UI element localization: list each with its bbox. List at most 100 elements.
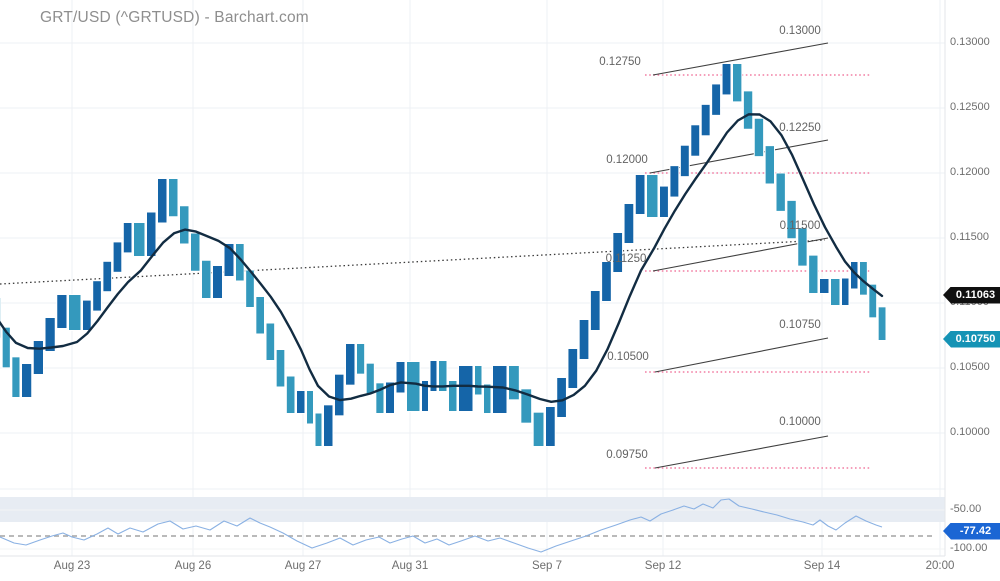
- up-brick: [323, 404, 334, 448]
- down-brick: [764, 145, 775, 185]
- price-badge: 0.11063: [943, 286, 1000, 304]
- down-brick: [314, 412, 323, 447]
- price-annotation: 0.11500: [779, 220, 821, 232]
- down-brick: [786, 199, 797, 240]
- down-brick: [742, 90, 754, 130]
- down-brick: [1, 326, 11, 369]
- price-badge: -77.42: [943, 522, 1000, 540]
- price-annotation: 0.11250: [605, 253, 647, 265]
- down-brick: [753, 117, 765, 158]
- up-brick: [334, 373, 345, 417]
- down-brick: [201, 259, 212, 299]
- up-brick: [395, 361, 406, 394]
- up-brick: [567, 348, 579, 389]
- oscillator-axis-label: -50.00: [950, 503, 982, 515]
- chart-title: GRT/USD (^GRTUSD) - Barchart.com: [40, 9, 309, 26]
- down-brick: [275, 349, 286, 388]
- down-brick: [168, 178, 179, 218]
- down-brick: [0, 297, 2, 339]
- down-brick: [375, 382, 385, 415]
- up-brick: [21, 363, 33, 398]
- up-brick: [556, 377, 567, 418]
- down-brick: [68, 294, 82, 331]
- price-annotation: 0.12750: [599, 56, 641, 68]
- up-brick: [679, 144, 690, 178]
- down-brick: [406, 361, 421, 412]
- price-annotation: 0.13000: [779, 25, 821, 37]
- up-brick: [157, 178, 168, 224]
- up-brick: [711, 83, 722, 116]
- channel-trendline: [654, 435, 829, 469]
- price-axis-label: 0.12000: [950, 166, 990, 178]
- up-brick: [669, 165, 680, 198]
- down-brick: [179, 205, 190, 245]
- up-brick: [429, 360, 438, 392]
- up-brick: [492, 365, 508, 414]
- up-brick: [841, 277, 850, 306]
- down-brick: [520, 388, 533, 424]
- date-label: Aug 27: [284, 560, 322, 572]
- down-brick: [830, 278, 841, 306]
- up-brick: [345, 343, 356, 386]
- up-brick: [212, 265, 223, 299]
- up-brick: [659, 185, 669, 218]
- up-brick: [56, 294, 68, 329]
- price-badge: 0.10750: [943, 330, 1000, 348]
- price-axis-label: 0.13000: [950, 36, 990, 48]
- oscillator-line: [0, 498, 883, 553]
- down-brick: [265, 322, 276, 361]
- up-brick: [112, 241, 123, 273]
- up-brick: [44, 317, 56, 352]
- price-annotation: 0.09750: [606, 449, 648, 461]
- up-brick: [690, 124, 701, 157]
- date-label: Aug 26: [174, 560, 212, 572]
- down-brick: [190, 232, 201, 272]
- up-brick: [623, 203, 635, 244]
- up-brick: [578, 319, 590, 360]
- up-brick: [589, 290, 601, 331]
- up-brick: [819, 278, 830, 294]
- price-annotation: 0.10500: [607, 351, 649, 363]
- down-brick: [306, 390, 314, 425]
- price-axis-label: 0.11500: [950, 231, 989, 243]
- channel-trendline: [654, 337, 829, 373]
- price-annotation: 0.10750: [779, 319, 821, 331]
- down-brick: [483, 383, 492, 414]
- down-brick: [474, 365, 483, 396]
- date-label: Sep 14: [803, 560, 841, 572]
- moving-average-line: [0, 113, 884, 403]
- down-brick: [133, 222, 146, 257]
- price-annotation: 0.12250: [779, 122, 821, 134]
- channel-trendline: [649, 139, 829, 174]
- dotted-trendline: [0, 239, 826, 285]
- down-brick: [775, 172, 786, 212]
- down-brick: [646, 174, 659, 218]
- up-brick: [634, 174, 646, 215]
- date-label: Sep 7: [531, 560, 563, 572]
- up-brick: [82, 299, 92, 332]
- up-brick: [545, 406, 556, 447]
- price-axis-label: 0.10000: [950, 426, 990, 438]
- price-axis-label: 0.10500: [950, 361, 990, 373]
- down-brick: [255, 296, 265, 335]
- up-brick: [385, 381, 395, 414]
- down-brick: [532, 411, 545, 447]
- up-brick: [122, 222, 133, 254]
- down-brick: [808, 254, 819, 294]
- channel-trendline: [652, 42, 829, 76]
- up-brick: [721, 63, 732, 96]
- down-brick: [285, 375, 296, 414]
- down-brick: [797, 227, 808, 267]
- down-brick: [356, 343, 366, 375]
- date-label: Sep 12: [644, 560, 682, 572]
- down-brick: [732, 63, 743, 103]
- down-brick: [11, 356, 21, 399]
- up-brick: [146, 211, 157, 257]
- down-brick: [868, 283, 878, 319]
- up-brick: [102, 260, 113, 293]
- price-annotation: 0.12000: [606, 154, 648, 166]
- down-brick: [448, 380, 458, 412]
- date-label: 20:00: [925, 560, 955, 572]
